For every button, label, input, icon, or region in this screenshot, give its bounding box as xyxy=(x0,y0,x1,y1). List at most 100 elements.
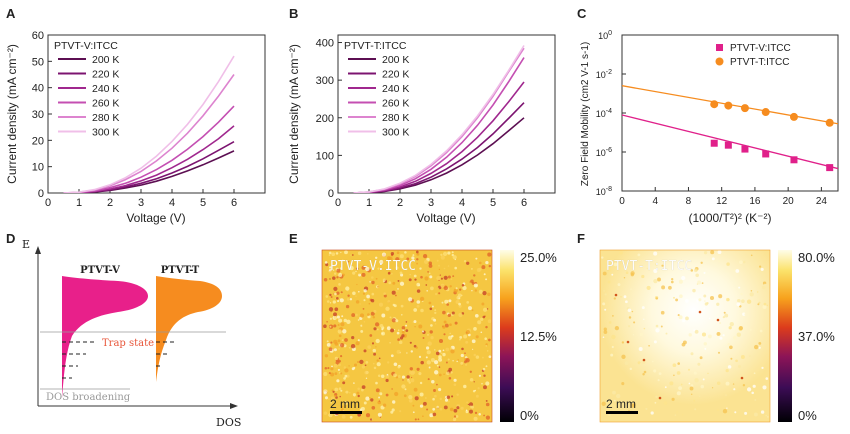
data-point-circle xyxy=(710,100,719,109)
map-speckle xyxy=(333,316,337,320)
map-speckle xyxy=(433,318,437,322)
map-speckle xyxy=(700,261,703,264)
map-speckle xyxy=(340,372,343,375)
map-speckle xyxy=(385,306,390,311)
map-speckle xyxy=(693,268,698,273)
map-speckle xyxy=(436,383,438,386)
map-speckle xyxy=(754,390,757,394)
map-speckle xyxy=(472,348,474,350)
map-speckle xyxy=(476,268,481,273)
map-speckle xyxy=(338,273,343,277)
x-tick-label: 0 xyxy=(619,196,625,207)
map-speckle xyxy=(449,407,454,412)
map-speckle xyxy=(399,271,403,275)
map-speckle xyxy=(434,360,439,365)
map-speckle xyxy=(336,291,340,295)
map-speckle xyxy=(443,275,448,280)
map-speckle xyxy=(347,260,350,263)
map-speckle xyxy=(355,267,359,270)
map-speckle xyxy=(333,312,337,317)
map-speckle xyxy=(639,332,644,337)
map-speckle xyxy=(386,256,391,261)
map-speckle xyxy=(375,338,380,344)
map-speckle xyxy=(432,397,435,401)
map-speckle xyxy=(416,282,421,287)
map-speckle xyxy=(363,321,366,323)
map-speckle xyxy=(346,319,351,324)
x-tick-label: 6 xyxy=(521,197,527,209)
map-speckle xyxy=(665,332,668,335)
map-speckle xyxy=(378,302,384,307)
map-speckle xyxy=(409,341,412,344)
map-speckle xyxy=(419,392,424,397)
map-speckle xyxy=(736,302,741,307)
map-speckle xyxy=(443,405,448,410)
map-speckle xyxy=(485,365,488,368)
map-speckle xyxy=(399,336,404,340)
map-speckle xyxy=(621,354,626,359)
map-speckle xyxy=(485,343,488,346)
map-speckle xyxy=(679,294,683,299)
map-speckle xyxy=(401,384,406,389)
panel-label-b: B xyxy=(289,6,298,21)
map-speckle xyxy=(429,307,433,311)
map-speckle xyxy=(693,329,696,332)
ptvt-v-label: PTVT-V xyxy=(80,265,120,276)
map-speckle xyxy=(443,333,446,336)
map-speckle xyxy=(607,280,611,284)
map-speckle xyxy=(356,391,360,395)
map-speckle xyxy=(487,319,492,324)
map-speckle xyxy=(418,372,422,376)
map-speckle xyxy=(485,325,488,329)
map-speckle xyxy=(360,324,363,327)
map-speckle xyxy=(376,359,379,362)
map-speckle xyxy=(465,409,468,412)
map-speckle xyxy=(373,309,377,313)
legend-entry: 240 K xyxy=(92,83,119,95)
map-speckle xyxy=(704,300,706,302)
map-speckle xyxy=(751,391,754,395)
map-speckle xyxy=(632,334,635,336)
map-speckle xyxy=(405,324,408,327)
map-speckle xyxy=(397,288,399,290)
map-speckle xyxy=(449,347,453,350)
map-speckle xyxy=(419,404,424,408)
map-speckle xyxy=(700,384,705,389)
map-speckle xyxy=(733,388,736,391)
map-speckle xyxy=(453,408,458,413)
map-speckle xyxy=(371,405,376,410)
map-border xyxy=(321,249,493,423)
map-speckle xyxy=(696,299,699,302)
map-speckle xyxy=(637,361,641,365)
map-speckle xyxy=(443,397,446,399)
map-speckle xyxy=(414,326,416,328)
map-speckle xyxy=(697,280,702,285)
map-speckle xyxy=(733,269,736,272)
map-speckle xyxy=(663,262,666,265)
legend-entry: 300 K xyxy=(92,127,119,139)
map-speckle xyxy=(473,416,478,421)
map-speckle xyxy=(440,277,443,280)
map-speckle xyxy=(465,330,470,335)
map-speckle xyxy=(408,278,412,282)
map-speckle xyxy=(338,363,341,367)
map-speckle xyxy=(325,263,329,267)
map-speckle xyxy=(334,307,339,312)
map-speckle xyxy=(627,400,630,403)
map-speckle xyxy=(445,361,448,364)
map-speckle xyxy=(655,328,660,333)
y-tick-label: 10 xyxy=(32,162,44,174)
map-speckle xyxy=(395,266,399,270)
map-speckle xyxy=(674,414,677,416)
map-speckle xyxy=(672,363,677,368)
map-speckle xyxy=(704,347,707,350)
map-speckle xyxy=(375,277,378,280)
map-speckle xyxy=(611,345,614,349)
map-speckle xyxy=(340,291,343,294)
map-speckle xyxy=(406,257,410,261)
map-speckle xyxy=(371,276,374,279)
map-speckle xyxy=(401,326,406,330)
map-speckle xyxy=(658,372,662,376)
map-speckle xyxy=(677,314,680,317)
map-speckle xyxy=(434,311,437,315)
